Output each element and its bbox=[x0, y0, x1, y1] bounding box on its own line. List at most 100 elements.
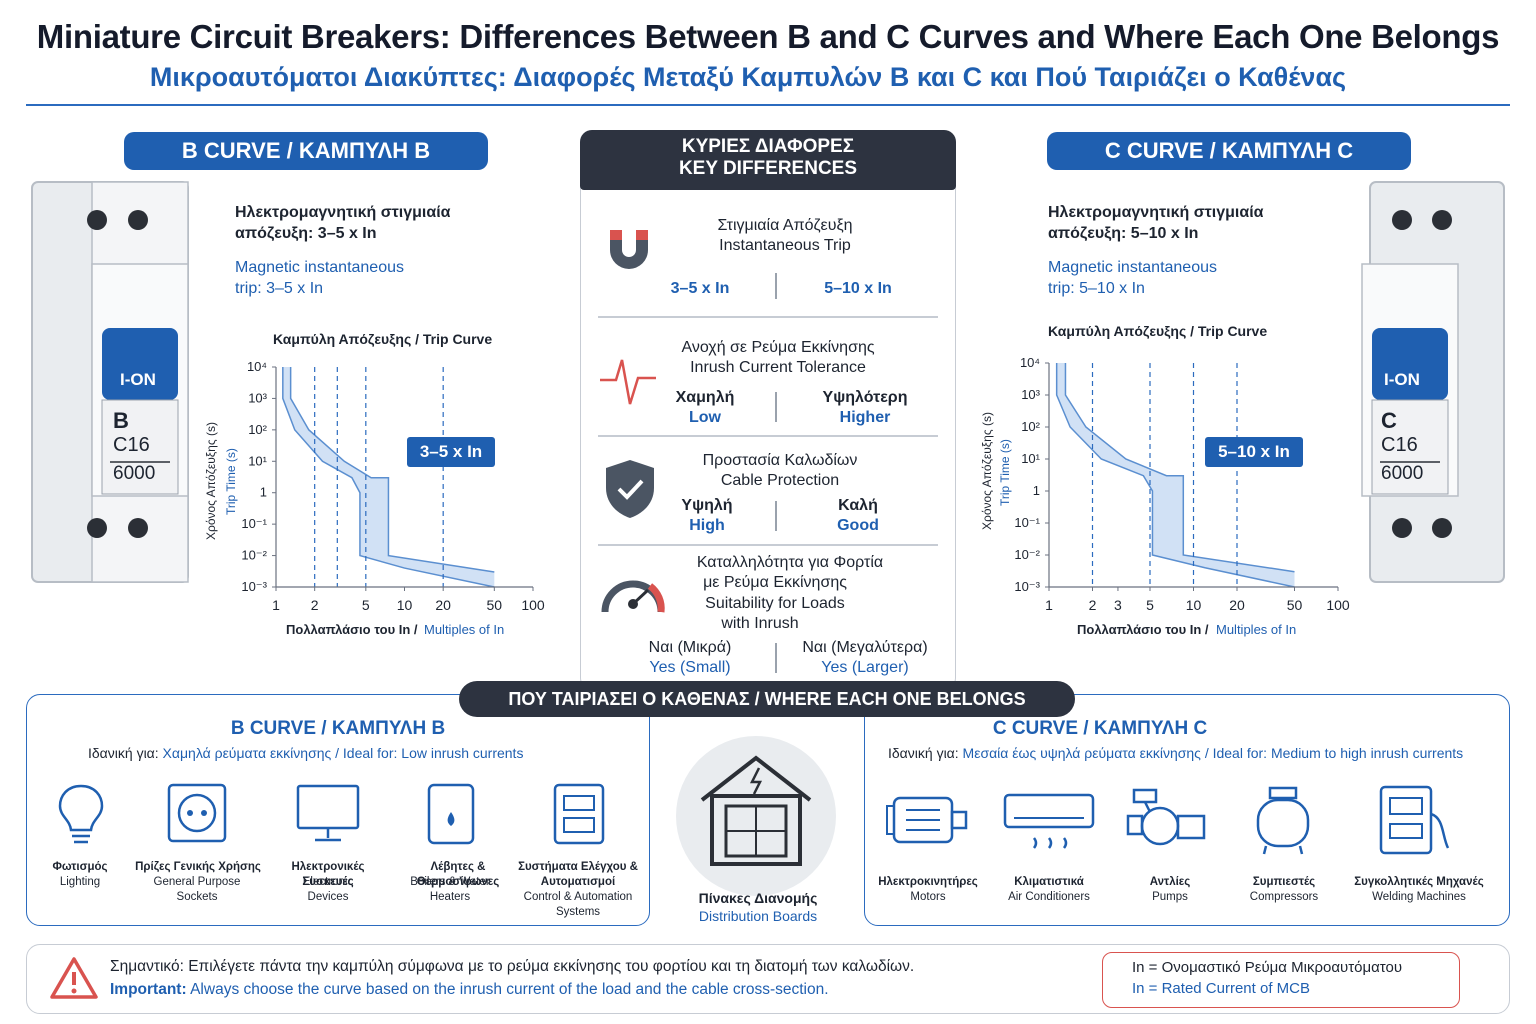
b-xtick-label: 10 bbox=[397, 597, 413, 613]
c-xtick-label: 10 bbox=[1186, 597, 1202, 613]
breaker-b-illustration bbox=[31, 181, 189, 583]
b-item2-en: General Purpose Sockets bbox=[153, 876, 241, 903]
b-trip-band bbox=[282, 367, 495, 587]
b-item2-gr: Πρίζες Γενικής Χρήσης bbox=[135, 861, 261, 873]
b-curve-header: B CURVE / ΚΑΜΠΥΛΗ Β bbox=[124, 132, 488, 170]
row2-title-en: Inrush Current Tolerance bbox=[690, 359, 866, 376]
c-magnetic-badge: 5–10 x In bbox=[1205, 437, 1303, 467]
shield-check-icon bbox=[606, 460, 654, 518]
c-xtick-label: 5 bbox=[1146, 597, 1154, 613]
control-panel-icon bbox=[553, 783, 605, 845]
c-xtick-label: 20 bbox=[1229, 597, 1245, 613]
key-differences-header: ΚΥΡΙΕΣ ΔΙΑΦΟΡΕΣ KEY DIFFERENCES bbox=[580, 130, 956, 190]
row-separator bbox=[598, 435, 938, 437]
b-ideal-prefix: Ιδανική για: bbox=[88, 745, 159, 761]
important-note-en-line: Important: Always choose the curve based… bbox=[110, 981, 829, 999]
row2-title-gr: Ανοχή σε Ρεύμα Εκκίνησης bbox=[681, 339, 875, 356]
c-ideal-prefix: Ιδανική για: bbox=[888, 745, 959, 761]
b-ylabel-en: Trip Time (s) bbox=[224, 448, 238, 515]
in-definition-gr: In = Ονομαστικό Ρεύμα Μικροαυτόματου bbox=[1132, 959, 1403, 976]
b-applications-title: B CURVE / ΚΑΜΠΥΛΗ Β bbox=[230, 718, 446, 739]
pump-icon bbox=[1126, 788, 1206, 846]
b-trip-en-line1: Magnetic instantaneous bbox=[235, 259, 404, 276]
b-trip-gr-line2: απόζευξη: 3–5 x In bbox=[235, 225, 377, 242]
c-trip-gr-line2: απόζευξη: 5–10 x In bbox=[1048, 225, 1199, 242]
breaker-c-rating: C16 bbox=[1381, 434, 1418, 456]
row1-b-value: 3–5 x In bbox=[670, 280, 730, 297]
row2-c-en: Higher bbox=[839, 409, 891, 426]
c-xtick-label: 1 bbox=[1045, 597, 1053, 613]
row4-title-en1: Suitability for Loads bbox=[705, 595, 845, 612]
b-item1-gr: Φωτισμός bbox=[52, 861, 108, 873]
b-xtick-label: 2 bbox=[311, 597, 319, 613]
c-item3-en: Pumps bbox=[1152, 891, 1188, 903]
row3-c-en: Good bbox=[837, 517, 879, 534]
b-item3-en: Electronic Devices bbox=[302, 876, 354, 903]
c-item3-gr: Αντλίες bbox=[1149, 876, 1191, 888]
b-item3-gr: Ηλεκτρονικές Συσκευές bbox=[291, 861, 365, 888]
b-ytick-label: 10⁻³ bbox=[241, 579, 267, 594]
c-ytick-label: 10⁻³ bbox=[1014, 579, 1040, 594]
socket-icon bbox=[167, 783, 227, 843]
key-differences-title-en: KEY DIFFERENCES bbox=[678, 158, 858, 179]
row3-c-gr: Καλή bbox=[838, 497, 878, 514]
distribution-board-gr: Πίνακες Διανομής bbox=[698, 890, 818, 906]
breaker-b-rating: C16 bbox=[113, 434, 150, 456]
important-note-en: Always choose the curve based on the inr… bbox=[190, 981, 829, 998]
water-heater-icon bbox=[427, 783, 475, 845]
b-trip-gr-line1: Ηλεκτρομαγνητική στιγμιαία bbox=[235, 204, 451, 221]
c-trip-band bbox=[1056, 363, 1295, 587]
c-ylabel-en: Trip Time (s) bbox=[998, 439, 1012, 506]
page-subtitle: Μικροαυτόματοι Διακύπτες: Διαφορές Μεταξ… bbox=[149, 62, 1347, 92]
c-ytick-label: 10⁻² bbox=[1014, 547, 1040, 562]
c-trip-en-line2: trip: 5–10 x In bbox=[1048, 280, 1145, 297]
row3-title-en: Cable Protection bbox=[720, 472, 840, 489]
warning-triangle-icon bbox=[50, 957, 98, 999]
c-item1-en: Motors bbox=[910, 891, 946, 903]
row2-b-gr: Χαμηλή bbox=[675, 389, 735, 406]
c-xtick-label: 3 bbox=[1114, 597, 1122, 613]
row2-c-gr: Υψηλότερη bbox=[822, 389, 908, 406]
row1-divider bbox=[775, 273, 777, 299]
b-lower-curve bbox=[282, 367, 495, 588]
b-ylabel-gr: Χρόνος Απόζευξης (s) bbox=[204, 422, 218, 540]
b-magnetic-badge: 3–5 x In bbox=[407, 437, 495, 467]
welding-machine-icon bbox=[1379, 785, 1450, 855]
row-separator bbox=[598, 544, 938, 546]
b-item4-en: Boilers & Water Heaters bbox=[410, 876, 490, 903]
breaker-c-curve-letter: C bbox=[1381, 408, 1397, 433]
b-ytick-label: 10³ bbox=[248, 390, 267, 405]
air-conditioner-icon bbox=[1003, 793, 1095, 849]
c-ideal-text: Μεσαία έως υψηλά ρεύματα εκκίνησης / Ide… bbox=[962, 745, 1464, 761]
breaker-b-capacity: 6000 bbox=[113, 463, 156, 484]
monitor-icon bbox=[296, 784, 360, 842]
b-ytick-label: 10⁻² bbox=[241, 548, 267, 563]
row3-b-gr: Υψηλή bbox=[681, 497, 733, 514]
breaker-b-on-label: I-ON bbox=[120, 370, 156, 389]
b-xlabel-gr: Πολλαπλάσιο του In / bbox=[286, 622, 418, 637]
c-item5-en: Welding Machines bbox=[1372, 891, 1466, 903]
row4-title-en2: with Inrush bbox=[721, 615, 799, 632]
where-each-belongs-header: ΠΟΥ ΤΑΙΡΙΑΣΕΙ Ο ΚΑΘΕΝΑΣ / WHERE EACH ONE… bbox=[459, 681, 1075, 717]
row4-b-en: Yes (Small) bbox=[649, 659, 731, 676]
breaker-c-capacity: 6000 bbox=[1381, 463, 1424, 484]
c-applications-panel bbox=[864, 694, 1510, 926]
b-xtick-label: 20 bbox=[435, 597, 451, 613]
b-ytick-label: 10¹ bbox=[248, 453, 267, 468]
important-label: Important: bbox=[110, 981, 187, 998]
c-item2-en: Air Conditioners bbox=[1008, 891, 1090, 903]
c-ytick-label: 10¹ bbox=[1021, 451, 1040, 466]
c-item2-gr: Κλιματιστικά bbox=[1014, 876, 1084, 888]
b-xtick-label: 100 bbox=[521, 597, 545, 613]
row4-c-gr: Ναι (Μεγαλύτερα) bbox=[802, 639, 928, 656]
b-chart-title: Καμπύλη Απόζευξης / Trip Curve bbox=[273, 331, 493, 347]
b-ytick-label: 10² bbox=[248, 422, 267, 437]
breaker-c-on-label: I-ON bbox=[1384, 370, 1420, 389]
b-applications-subtitle: Ιδανική για: Χαμηλά ρεύματα εκκίνησης / … bbox=[88, 745, 523, 761]
c-xtick-label: 2 bbox=[1089, 597, 1097, 613]
c-trip-gr-line1: Ηλεκτρομαγνητική στιγμιαία bbox=[1048, 204, 1264, 221]
b-item4-gr: Λέβητες & Θερμοσίφωνες bbox=[416, 861, 500, 888]
distribution-board-icon bbox=[700, 755, 812, 866]
c-ytick-label: 10² bbox=[1021, 419, 1040, 434]
row4-title-gr1: Καταλληλότητα για Φορτία bbox=[696, 554, 884, 571]
